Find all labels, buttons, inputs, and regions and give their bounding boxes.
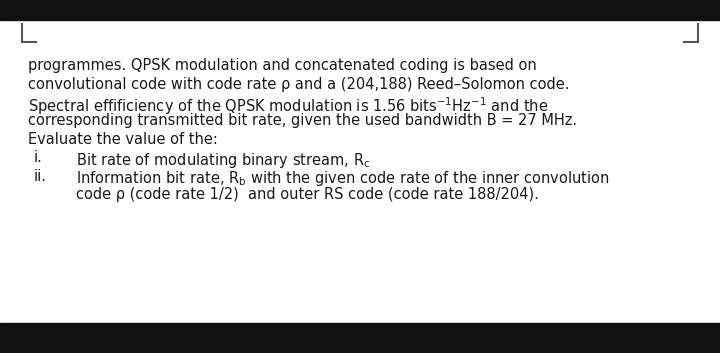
Text: Information bit rate, R$_{\mathsf{b}}$ with the given code rate of the inner con: Information bit rate, R$_{\mathsf{b}}$ w… [76, 169, 609, 188]
Text: Evaluate the value of the:: Evaluate the value of the: [28, 132, 218, 147]
Text: Bit rate of modulating binary stream, R$_{\mathsf{c}}$: Bit rate of modulating binary stream, R$… [76, 150, 371, 169]
Text: code ρ (code rate 1/2)  and outer RS code (code rate 188/204).: code ρ (code rate 1/2) and outer RS code… [76, 187, 539, 203]
Text: corresponding transmitted bit rate, given the used bandwidth B = 27 MHz.: corresponding transmitted bit rate, give… [28, 114, 577, 128]
Bar [0, 323, 720, 353]
Text: programmes. QPSK modulation and concatenated coding is based on: programmes. QPSK modulation and concaten… [28, 58, 536, 73]
Text: i.: i. [34, 150, 43, 166]
Text: convolutional code with code rate ρ and a (204,188) Reed–Solomon code.: convolutional code with code rate ρ and … [28, 77, 570, 91]
Text: Spectral effificiency of the QPSK modulation is 1.56 bits$^{\mathsf{-1}}$Hz$^{\m: Spectral effificiency of the QPSK modula… [28, 95, 549, 117]
Text: ii.: ii. [34, 169, 47, 184]
Bar [0, 0, 720, 20]
